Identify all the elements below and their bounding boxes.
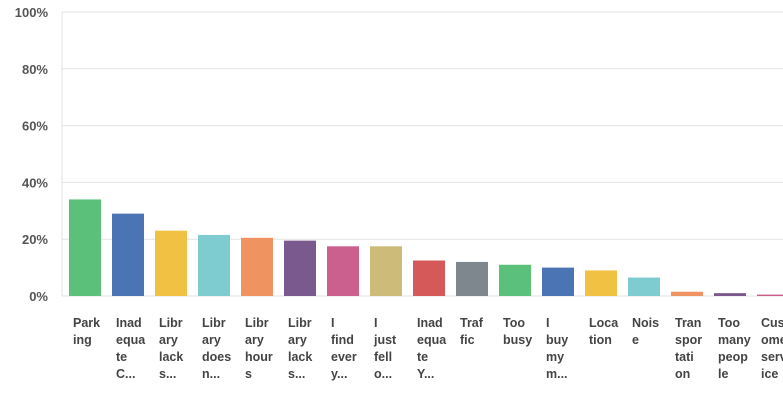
x-tick-label: my (546, 350, 564, 364)
bar (155, 230, 187, 296)
x-tick-label: o... (374, 367, 392, 381)
bar (284, 240, 316, 296)
x-tick-label: te (417, 350, 428, 364)
x-tick-label: Nois (632, 316, 659, 330)
x-tick-label: fell (374, 350, 392, 364)
bar (241, 237, 273, 296)
bar (456, 261, 488, 296)
bar (327, 246, 359, 296)
x-tick-label: does (202, 350, 231, 364)
x-tick-label: Traf (460, 316, 484, 330)
x-tick-label: s... (159, 367, 176, 381)
x-tick-label: ever (331, 350, 357, 364)
x-tick-label: e (632, 333, 639, 347)
bar (370, 246, 402, 296)
x-tick-label: just (373, 333, 397, 347)
x-tick-label: I (546, 316, 549, 330)
x-tick-label: Libr (245, 316, 269, 330)
y-tick-label: 80% (22, 62, 48, 77)
x-tick-label: spor (675, 333, 702, 347)
x-tick-label: equa (417, 333, 447, 347)
x-tick-label: Y... (417, 367, 434, 381)
x-tick-label: omer (761, 333, 783, 347)
x-tick-label: Tran (675, 316, 701, 330)
x-tick-label: buy (546, 333, 568, 347)
x-tick-label: find (331, 333, 354, 347)
x-tick-label: lack (159, 350, 183, 364)
x-tick-label: ing (73, 333, 92, 347)
x-tick-label: Loca (589, 316, 619, 330)
x-tick-label: tati (675, 350, 694, 364)
x-tick-label: Libr (288, 316, 312, 330)
x-tick-label: Libr (159, 316, 183, 330)
bar (714, 293, 746, 296)
x-tick-label: Inad (417, 316, 443, 330)
x-tick-label: ary (202, 333, 221, 347)
x-tick-label: Libr (202, 316, 226, 330)
x-tick-label: equa (116, 333, 146, 347)
x-tick-label: Park (73, 316, 100, 330)
x-tick-label: peop (718, 350, 748, 364)
y-tick-label: 100% (15, 5, 49, 20)
x-tick-label: le (718, 367, 728, 381)
bar (585, 270, 617, 296)
bar (198, 234, 230, 296)
x-tick-label: serv (761, 350, 783, 364)
x-tick-label: ice (761, 367, 778, 381)
y-tick-label: 0% (29, 289, 48, 304)
x-tick-label: many (718, 333, 751, 347)
x-tick-label: ary (245, 333, 264, 347)
y-tick-label: 20% (22, 232, 48, 247)
x-tick-label: s (245, 367, 252, 381)
x-tick-label: I (374, 316, 377, 330)
x-tick-label: ary (288, 333, 307, 347)
bar (628, 277, 660, 296)
x-tick-label: hour (245, 350, 273, 364)
bar (671, 291, 703, 296)
bar (757, 294, 783, 296)
x-tick-label: busy (503, 333, 532, 347)
x-tick-label: n... (202, 367, 220, 381)
x-tick-label: s... (288, 367, 305, 381)
bar (112, 213, 144, 296)
x-tick-label: fic (460, 333, 475, 347)
x-tick-label: Cust (761, 316, 783, 330)
x-tick-label: Too (503, 316, 525, 330)
x-tick-label: Too (718, 316, 740, 330)
x-tick-label: on (675, 367, 690, 381)
x-tick-label: m... (546, 367, 568, 381)
x-tick-label: I (331, 316, 334, 330)
x-tick-label: tion (589, 333, 612, 347)
x-tick-label: lack (288, 350, 312, 364)
bar (499, 264, 531, 296)
x-tick-label: y... (331, 367, 347, 381)
y-tick-label: 40% (22, 175, 48, 190)
x-tick-label: Inad (116, 316, 142, 330)
x-tick-label: C... (116, 367, 135, 381)
x-tick-label: ary (159, 333, 178, 347)
bar (542, 267, 574, 296)
x-tick-label: te (116, 350, 127, 364)
bar (69, 199, 101, 296)
bar (413, 260, 445, 296)
y-tick-label: 60% (22, 119, 48, 134)
